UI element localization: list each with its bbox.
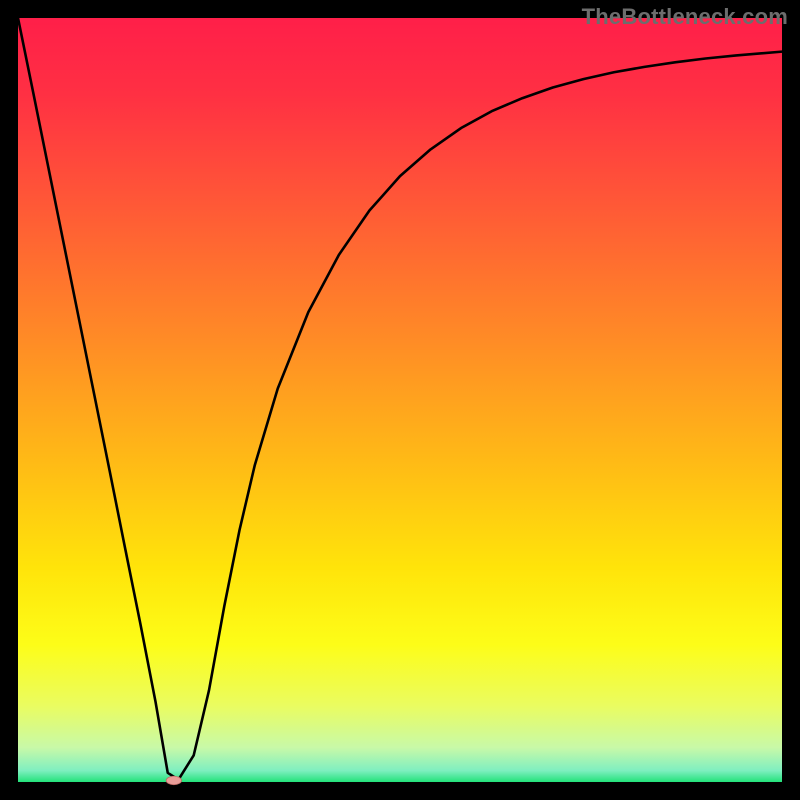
minimum-marker [166,776,181,784]
chart-svg [0,0,800,800]
plot-background [18,18,782,782]
watermark-text: TheBottleneck.com [582,4,788,30]
chart-stage: TheBottleneck.com [0,0,800,800]
